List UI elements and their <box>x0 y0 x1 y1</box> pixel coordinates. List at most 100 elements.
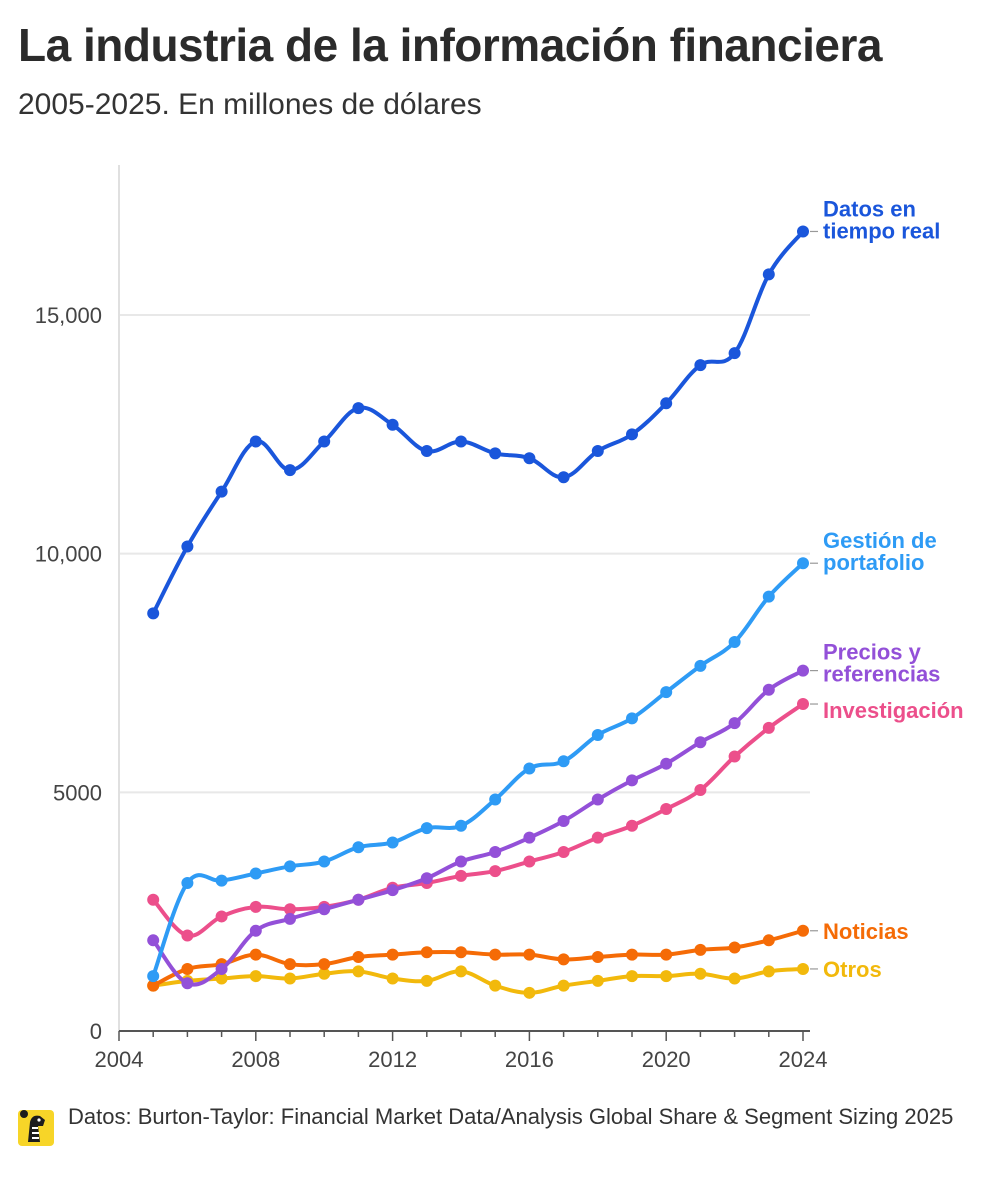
data-point <box>181 540 194 553</box>
data-point <box>181 877 194 890</box>
data-point <box>797 962 809 975</box>
series-1 <box>147 557 809 983</box>
data-point <box>455 435 467 448</box>
data-point <box>591 445 604 458</box>
series-line <box>151 229 805 616</box>
data-point <box>523 855 536 868</box>
data-point <box>762 934 775 947</box>
data-point <box>626 712 638 725</box>
x-tick-label: 2024 <box>779 1047 828 1072</box>
data-point <box>318 958 331 971</box>
x-tick-label: 2020 <box>642 1047 691 1072</box>
data-point <box>352 841 365 854</box>
data-point <box>762 683 775 696</box>
series-label: Precios y referencias <box>823 640 940 687</box>
data-point <box>489 979 502 992</box>
data-point <box>215 910 228 923</box>
series-label-line: tiempo real <box>823 218 940 243</box>
data-point <box>318 855 331 868</box>
data-point <box>455 869 467 882</box>
data-point <box>420 445 433 458</box>
data-point <box>420 946 433 959</box>
data-point <box>694 783 707 796</box>
data-point <box>420 872 433 885</box>
series-5 <box>147 962 809 999</box>
zebra-logo-icon <box>18 1110 54 1146</box>
data-point <box>147 970 160 983</box>
data-point <box>660 686 673 699</box>
data-point <box>762 590 775 603</box>
series-labels: Datos en tiempo real Gestión de portafolio P… <box>810 196 964 982</box>
series-label: Otros <box>823 957 882 982</box>
grid <box>119 314 810 794</box>
x-tick-label: 2012 <box>368 1047 417 1072</box>
data-point <box>523 986 536 999</box>
data-point <box>660 757 673 770</box>
data-point <box>318 967 331 980</box>
data-point <box>352 402 365 415</box>
data-point <box>249 900 262 913</box>
series-label-line: portafolio <box>823 550 924 575</box>
data-point <box>797 664 809 677</box>
data-point <box>557 953 570 966</box>
data-point <box>318 435 331 448</box>
data-point <box>181 929 194 942</box>
data-point <box>147 934 160 947</box>
x-tick-label: 2016 <box>505 1047 554 1072</box>
y-tick-label: 5000 <box>53 780 102 805</box>
data-point <box>523 452 536 465</box>
axes: 0 5000 10,000 15,000 2004 2008 2012 2016 2020 202… <box>35 165 828 1072</box>
series-label: Gestión de portafolio <box>823 528 937 575</box>
data-point <box>728 750 741 763</box>
data-point <box>694 736 707 749</box>
series-3 <box>147 698 809 942</box>
data-point <box>489 447 502 460</box>
data-point <box>626 774 638 787</box>
data-point <box>284 464 296 477</box>
data-point <box>523 831 536 844</box>
data-point <box>557 846 570 858</box>
data-point <box>591 831 604 844</box>
data-point <box>352 893 365 906</box>
data-point <box>352 951 365 964</box>
series-label-line: Datos en <box>823 196 916 221</box>
data-point <box>181 977 194 990</box>
data-point <box>249 435 262 448</box>
series-label-line: Gestión de <box>823 528 937 553</box>
data-point <box>386 884 399 897</box>
data-point <box>591 729 604 742</box>
data-point <box>455 855 467 868</box>
data-point <box>557 755 570 768</box>
data-point <box>249 970 262 983</box>
series-0 <box>147 225 809 620</box>
data-point <box>728 972 741 985</box>
source-note: Datos: Burton-Taylor: Financial Market D… <box>68 1104 954 1129</box>
series-label-line: referencias <box>823 662 940 687</box>
data-point <box>147 979 160 992</box>
data-point <box>728 941 741 954</box>
data-point <box>660 803 673 816</box>
data-point <box>728 635 741 648</box>
data-point <box>215 874 228 887</box>
data-point <box>694 659 707 672</box>
x-tick-label: 2004 <box>95 1047 144 1072</box>
series-label-line: Investigación <box>823 698 964 723</box>
data-point <box>147 607 160 620</box>
line-chart: 0 5000 10,000 15,000 2004 2008 2012 2016 2020 202… <box>35 165 964 1072</box>
x-tick-label: 2008 <box>231 1047 280 1072</box>
data-point <box>797 698 809 711</box>
data-point <box>557 814 570 827</box>
data-point <box>523 948 536 961</box>
data-point <box>489 793 502 806</box>
series-label-line: Noticias <box>823 919 909 944</box>
data-point <box>420 974 433 987</box>
data-point <box>591 974 604 987</box>
data-point <box>728 347 741 360</box>
data-point <box>728 717 741 730</box>
data-point <box>762 268 775 281</box>
data-point <box>626 970 638 983</box>
data-point <box>352 965 365 978</box>
data-point <box>420 822 433 835</box>
data-point <box>660 397 673 410</box>
data-point <box>181 962 194 975</box>
